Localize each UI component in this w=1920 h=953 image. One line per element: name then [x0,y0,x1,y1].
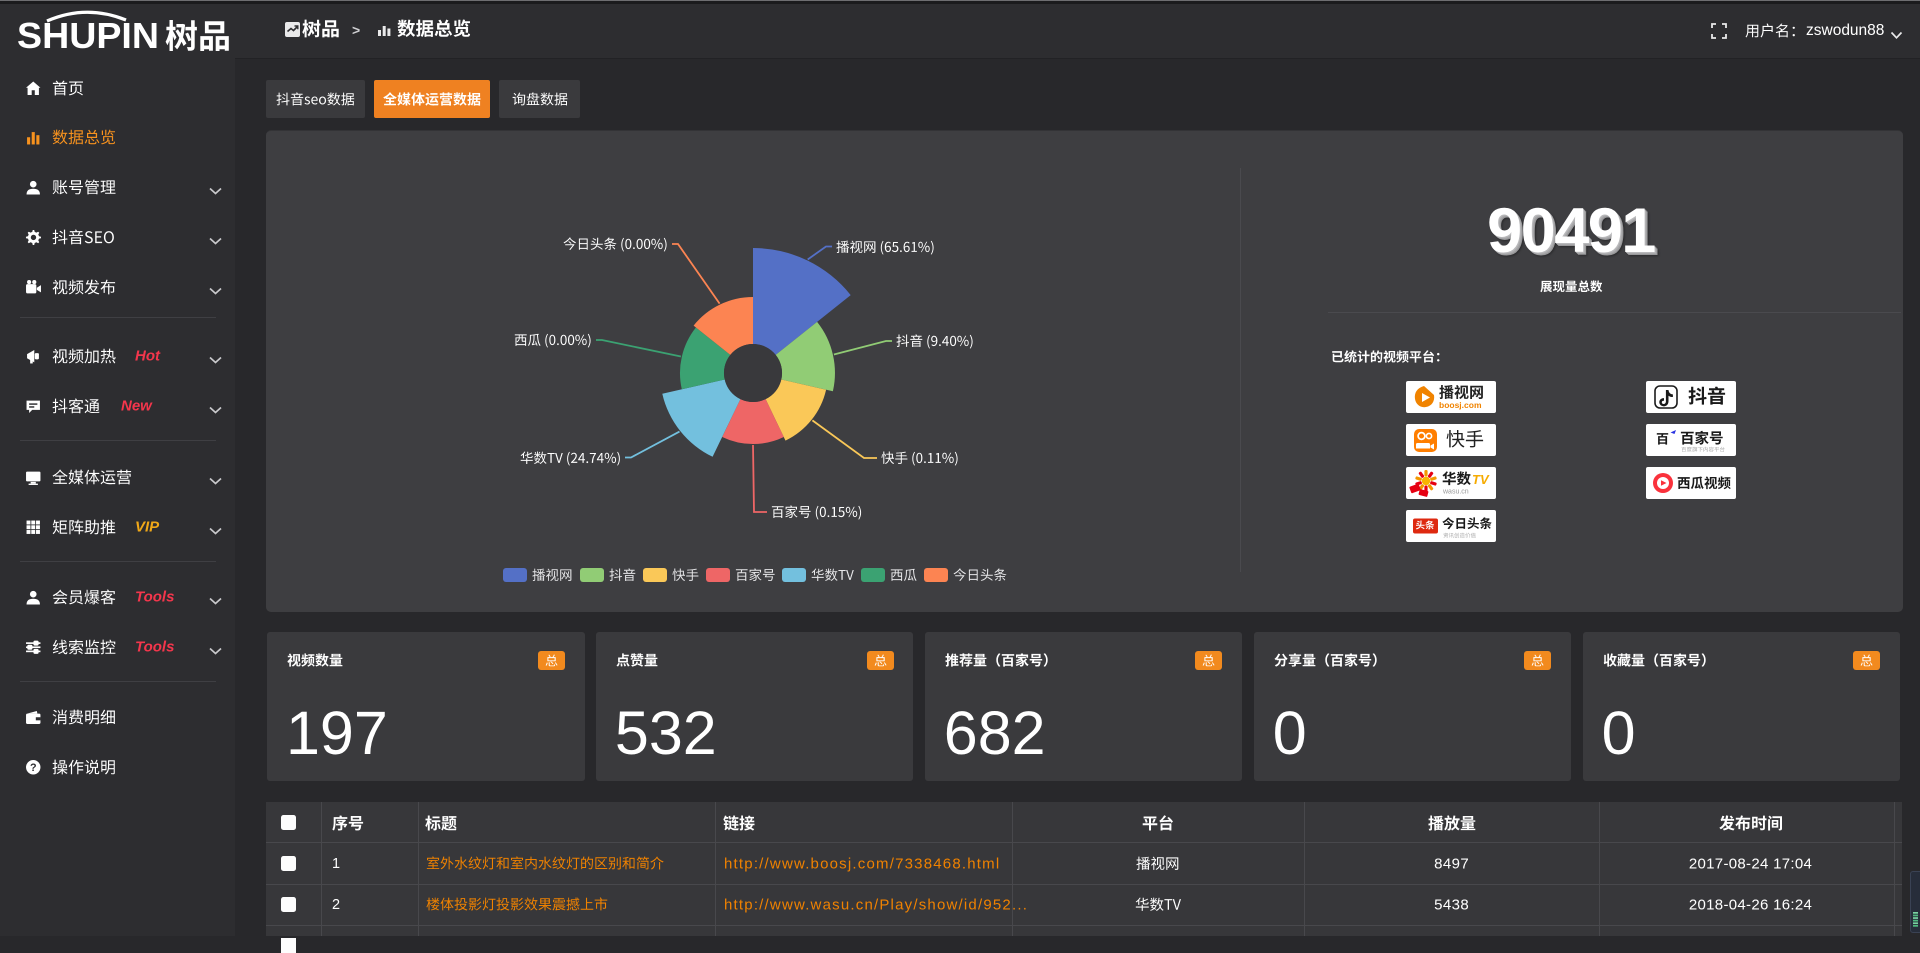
svg-text:wasu.cn: wasu.cn [1442,489,1469,496]
svg-text:SHUPIN: SHUPIN [17,15,159,56]
svg-text:boosj.com: boosj.com [1439,400,1482,410]
svg-text:TV: TV [1472,472,1490,487]
svg-text:?: ? [30,762,37,774]
